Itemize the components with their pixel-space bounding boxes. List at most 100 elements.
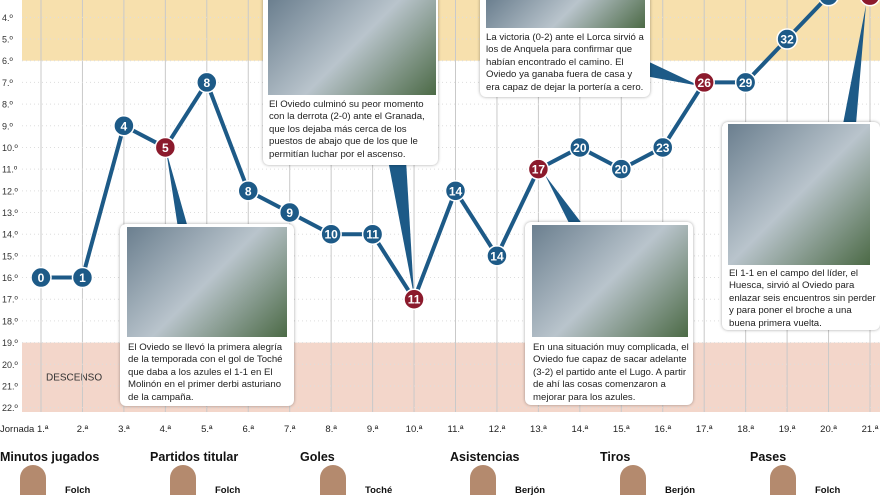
photo	[268, 0, 436, 95]
x-tick-label: 19.ª	[779, 424, 796, 435]
y-tick-label: 15.º	[2, 251, 19, 261]
point-label: 29	[739, 76, 753, 90]
point	[237, 180, 259, 202]
point-label: 5	[162, 141, 169, 155]
x-tick-label: 6.ª	[243, 424, 255, 435]
pointer	[388, 160, 414, 296]
y-tick-label: 19.º	[2, 338, 19, 348]
x-tick-label: 21.ª	[862, 424, 879, 435]
x-tick-label: 20.ª	[820, 424, 837, 435]
point-label: 11	[366, 228, 379, 242]
annotation: El Oviedo se llevó la primera alegría de…	[128, 342, 283, 403]
point-label: 23	[656, 141, 670, 155]
point	[486, 245, 508, 267]
annotation: La victoria (0-2) ante el Lorca sirvió a…	[486, 32, 644, 93]
point	[71, 266, 94, 289]
y-tick-label: 8.º	[2, 100, 14, 110]
x-tick-label: 12.ª	[489, 424, 506, 435]
y-tick-label: 4.º	[2, 13, 14, 23]
x-tick-label: 4.ª	[160, 424, 172, 435]
leader-name: Folch	[65, 485, 91, 496]
y-tick-label: 22.º	[2, 403, 19, 413]
photo	[532, 225, 688, 337]
y-tick-label: 13.º	[2, 208, 19, 218]
point	[30, 266, 52, 289]
y-tick-label: 17.º	[2, 295, 19, 305]
y-tick-label: 7.º	[2, 78, 14, 88]
point	[693, 71, 715, 94]
leader-category: Tiros	[600, 450, 631, 464]
y-tick-label: 6.º	[2, 56, 14, 66]
player-photo	[170, 465, 196, 495]
y-tick-label: 14.º	[2, 230, 19, 240]
point-label: 9	[286, 206, 293, 220]
point	[776, 28, 798, 50]
x-tick-label: 2.ª	[77, 424, 89, 435]
point	[860, 0, 880, 7]
annotation: El 1-1 en el campo del líder, el Huesca,…	[729, 268, 876, 329]
y-tick-label: 21.º	[2, 381, 19, 391]
leader-category: Partidos titular	[150, 450, 239, 464]
player-photo	[20, 465, 46, 495]
leader-category: Minutos jugados	[0, 450, 100, 464]
point	[569, 136, 591, 159]
point-label: 20	[573, 141, 587, 155]
x-tick-label: 18.ª	[737, 424, 754, 435]
player-photo	[320, 465, 346, 495]
point-label: 4	[121, 119, 128, 133]
x-tick-label: 3.ª	[118, 424, 130, 435]
x-tick-label: 13.ª	[530, 424, 547, 435]
y-tick-label: 16.º	[2, 273, 19, 283]
x-tick-label: Jornada 1.ª	[0, 424, 49, 435]
band	[22, 0, 880, 61]
x-tick-label: 7.ª	[284, 424, 296, 435]
pointer	[545, 175, 583, 225]
point	[734, 71, 757, 94]
leader-name: Toché	[365, 485, 393, 496]
x-tick-label: 8.ª	[325, 424, 337, 435]
leader-name: Berjón	[665, 485, 696, 496]
point-label: 8	[245, 184, 252, 198]
annotation: En una situación muy complicada, el Ovie…	[533, 342, 689, 403]
leader-name: Folch	[215, 485, 241, 496]
leader-category: Pases	[750, 450, 787, 464]
point-label: 20	[615, 163, 629, 177]
x-tick-label: 15.ª	[613, 424, 630, 435]
x-tick-label: 16.ª	[654, 424, 671, 435]
point-label: 14	[449, 184, 463, 198]
x-tick-label: 14.ª	[571, 424, 588, 435]
point-label: 10	[324, 228, 338, 242]
player-photo	[770, 465, 796, 495]
pointer	[166, 150, 188, 228]
point	[818, 0, 839, 7]
pointers	[166, 5, 866, 296]
point	[527, 158, 550, 180]
y-tick-label: 20.º	[2, 360, 19, 370]
leader-name: Berjón	[515, 485, 546, 496]
x-tick-label: 5.ª	[201, 424, 213, 435]
photo	[127, 227, 287, 337]
y-tick-label: 5.º	[2, 35, 14, 45]
y-tick-label: 12.º	[2, 186, 19, 196]
y-tick-label: 9.º	[2, 121, 14, 131]
band-label: DESCENSO	[46, 373, 102, 384]
point	[196, 71, 218, 94]
y-tick-label: 18.º	[2, 316, 19, 326]
x-tick-label: 10.ª	[406, 424, 423, 435]
y-tick-label: 11.º	[2, 165, 18, 175]
player-photo	[620, 465, 646, 495]
point	[320, 223, 342, 245]
point-label: 14	[490, 249, 504, 263]
point-label: 11	[408, 293, 421, 307]
point-label: 17	[532, 163, 546, 177]
leader-category: Asistencias	[450, 450, 520, 464]
pointer	[843, 5, 866, 124]
point-label: 32	[780, 33, 794, 47]
pointer	[645, 60, 700, 86]
point	[154, 136, 177, 159]
point	[652, 136, 674, 159]
point	[610, 158, 633, 180]
point-label: 26	[698, 76, 712, 90]
y-tick-label: 10.º	[2, 143, 19, 153]
